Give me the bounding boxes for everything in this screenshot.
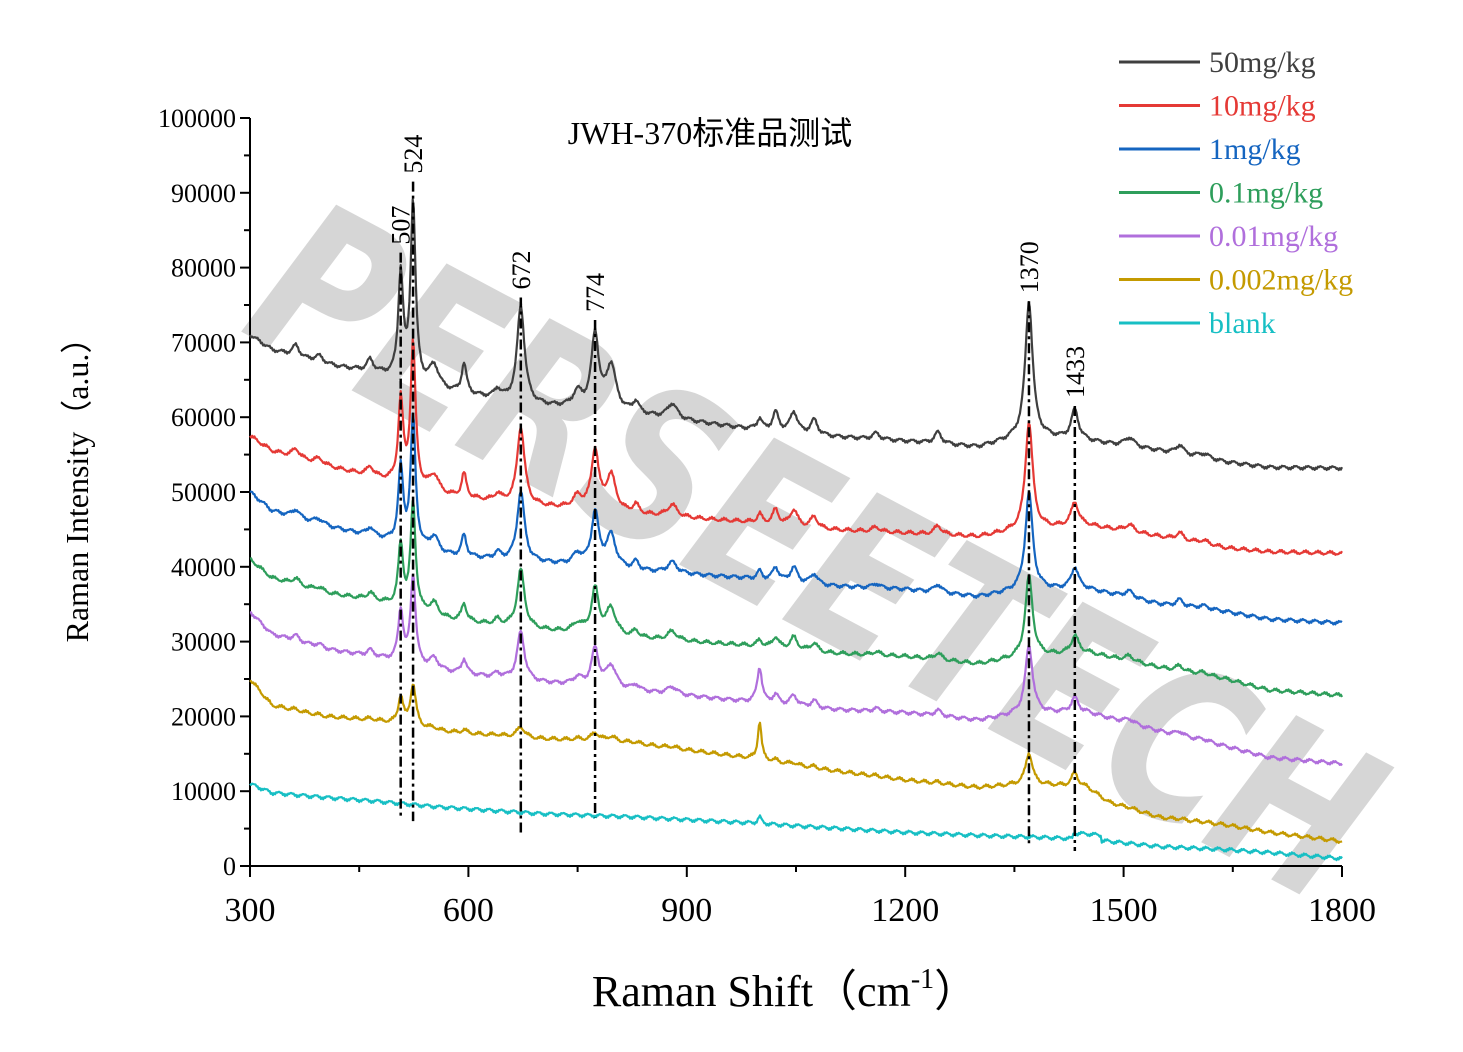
- x-tick-label: 900: [661, 892, 712, 929]
- y-axis-title: Raman Intensity（a.u.）: [59, 322, 95, 643]
- y-tick-label: 10000: [171, 777, 236, 806]
- series-line-blank: [249, 782, 1343, 862]
- series-line-0.1mg/kg: [249, 499, 1343, 698]
- peak-label-507: 507: [387, 206, 416, 245]
- x-tick-label: 600: [443, 892, 494, 929]
- x-tick-label: 1200: [871, 892, 939, 929]
- x-tick-label: 1500: [1090, 892, 1158, 929]
- legend-label: 0.1mg/kg: [1209, 177, 1323, 210]
- y-tick-label: 40000: [171, 553, 236, 582]
- peak-label-774: 774: [581, 273, 610, 312]
- y-tick-label: 50000: [171, 478, 236, 507]
- peak-label-1370: 1370: [1015, 241, 1044, 293]
- legend-label: 1mg/kg: [1209, 133, 1301, 166]
- peak-label-524: 524: [399, 135, 428, 174]
- y-tick-label: 60000: [171, 403, 236, 432]
- y-tick-label: 20000: [171, 702, 236, 731]
- peak-label-672: 672: [507, 251, 536, 290]
- y-tick-label: 90000: [171, 179, 236, 208]
- legend-label: 50mg/kg: [1209, 46, 1316, 79]
- x-tick-label: 1800: [1308, 892, 1376, 929]
- series-line-0.01mg/kg: [249, 574, 1343, 767]
- series-line-50mg/kg: [248, 198, 1343, 472]
- series-line-10mg/kg: [249, 338, 1343, 556]
- y-tick-label: 70000: [171, 328, 236, 357]
- y-tick-label: 30000: [171, 628, 236, 657]
- series-line-0.002mg/kg: [249, 679, 1343, 844]
- peak-markers: 507 524 672 774 1370 1433: [387, 135, 1090, 852]
- x-axis-title-end: ）: [934, 967, 978, 1016]
- axes: 0 10000 20000 30000 40000 50000 60000 70000 8000…: [158, 104, 1376, 929]
- x-axis-title: Raman Shift（cm-1）: [592, 964, 978, 1016]
- peak-label-1433: 1433: [1061, 346, 1090, 398]
- legend-label: 0.002mg/kg: [1209, 264, 1353, 297]
- x-axis-title-sup: -1: [911, 964, 934, 995]
- y-tick-label: 100000: [158, 104, 236, 133]
- series-group: [248, 198, 1343, 862]
- legend-label: 10mg/kg: [1209, 90, 1316, 123]
- legend: 50mg/kg 10mg/kg 1mg/kg 0.1mg/kg 0.01mg/kg 0.0…: [1119, 46, 1353, 340]
- series-line-1mg/kg: [249, 412, 1343, 626]
- chart-title: JWH-370标准品测试: [568, 115, 852, 151]
- legend-label: blank: [1209, 307, 1276, 340]
- x-axis-title-main: Raman Shift（cm: [592, 967, 911, 1016]
- legend-label: 0.01mg/kg: [1209, 220, 1338, 253]
- y-tick-label: 80000: [171, 254, 236, 283]
- y-tick-label: 0: [223, 852, 236, 881]
- x-tick-label: 300: [225, 892, 276, 929]
